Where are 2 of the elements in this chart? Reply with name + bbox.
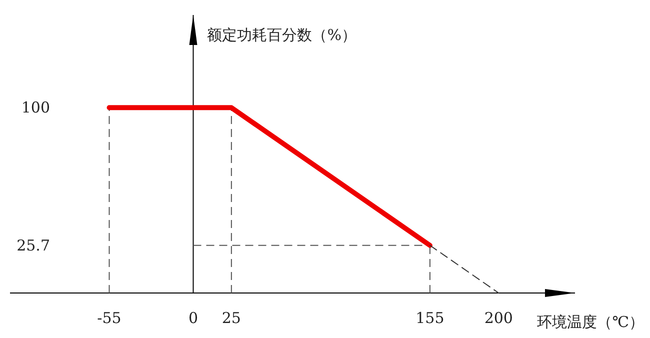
x-label: 环境温度（℃） (537, 313, 644, 331)
y-label: 额定功耗百分数（%） (207, 26, 356, 44)
